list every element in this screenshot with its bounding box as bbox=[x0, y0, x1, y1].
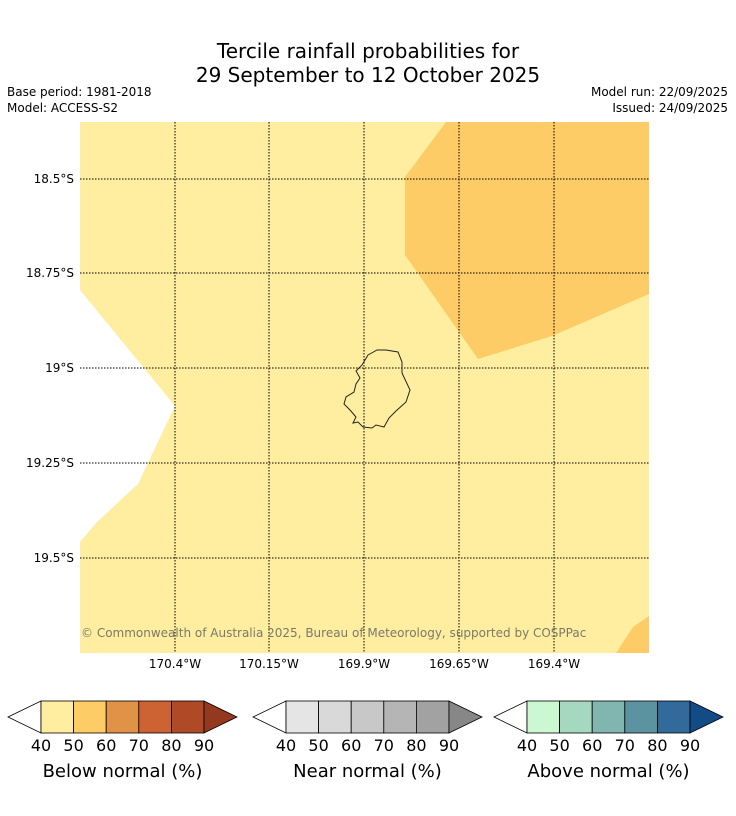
colorbar-swatch bbox=[415, 700, 450, 734]
lon-label: 169.65°W bbox=[429, 657, 489, 671]
colorbar-swatch bbox=[559, 700, 593, 734]
colorbar-tick-label: 70 bbox=[614, 736, 635, 755]
lon-label: 169.4°W bbox=[527, 657, 581, 671]
colorbar-low-arrow bbox=[493, 700, 528, 734]
model-run-text: Model run: 22/09/2025 bbox=[590, 85, 728, 99]
colorbar-tick-label: 50 bbox=[549, 736, 570, 755]
colorbar-tick-label: 90 bbox=[679, 736, 701, 755]
colorbar-tick-label: 50 bbox=[63, 736, 84, 755]
near-normal-colorbar-label: Near normal (%) bbox=[293, 761, 442, 782]
colorbar-tick-label: 40 bbox=[30, 736, 52, 755]
colorbar-high-arrow bbox=[203, 700, 238, 734]
chart-title-line2: 29 September to 12 October 2025 bbox=[195, 63, 541, 87]
issued-text: Issued: 24/09/2025 bbox=[612, 101, 728, 115]
lat-label: 18.75°S bbox=[26, 266, 74, 280]
colorbar-swatch bbox=[656, 700, 691, 734]
colorbar-tick-label: 60 bbox=[582, 736, 603, 755]
colorbar-tick-label: 80 bbox=[161, 736, 182, 755]
near-normal-colorbar bbox=[252, 700, 483, 734]
colorbar-swatch bbox=[350, 700, 385, 734]
below-normal-50-60-region bbox=[405, 122, 649, 359]
base-period-text: Base period: 1981-2018 bbox=[7, 85, 152, 99]
graticule bbox=[80, 122, 649, 653]
colorbar-high-arrow bbox=[448, 700, 483, 734]
above-normal-colorbar bbox=[493, 700, 724, 734]
lat-label: 18.5°S bbox=[33, 172, 74, 186]
no-signal-region bbox=[80, 290, 175, 542]
colorbar-tick-label: 60 bbox=[96, 736, 117, 755]
colorbar-swatch bbox=[285, 700, 319, 734]
lat-label: 19.25°S bbox=[26, 456, 74, 470]
colorbar-swatch bbox=[318, 700, 352, 734]
colorbar-swatch bbox=[170, 700, 205, 734]
colorbar-tick-label: 80 bbox=[647, 736, 668, 755]
colorbar-swatch bbox=[105, 700, 140, 734]
copyright-text: © Commonwealth of Australia 2025, Bureau… bbox=[81, 626, 587, 640]
below-normal-colorbar-label: Below normal (%) bbox=[42, 761, 203, 782]
colorbar-tick-label: 40 bbox=[275, 736, 297, 755]
above-normal-colorbar-label: Above normal (%) bbox=[527, 761, 690, 782]
map-panel[interactable] bbox=[80, 122, 649, 653]
lat-label: 19.5°S bbox=[33, 551, 74, 565]
colorbar-swatch bbox=[138, 700, 172, 734]
lat-label: 19°S bbox=[45, 361, 74, 375]
colorbar-high-arrow bbox=[689, 700, 724, 734]
below-normal-colorbar bbox=[7, 700, 238, 734]
colorbar-swatch bbox=[526, 700, 560, 734]
lon-label: 170.15°W bbox=[239, 657, 299, 671]
colorbar-swatch bbox=[624, 700, 658, 734]
colorbar-tick-label: 90 bbox=[193, 736, 215, 755]
map-svg bbox=[80, 122, 649, 653]
colorbar-tick-label: 40 bbox=[516, 736, 538, 755]
island-outline bbox=[343, 349, 411, 429]
model-text: Model: ACCESS-S2 bbox=[7, 101, 119, 115]
colorbar-swatch bbox=[591, 700, 626, 734]
colorbar-swatch bbox=[40, 700, 74, 734]
colorbar-swatch bbox=[383, 700, 417, 734]
colorbar-tick-label: 90 bbox=[438, 736, 460, 755]
colorbar-tick-label: 70 bbox=[373, 736, 394, 755]
colorbar-low-arrow bbox=[7, 700, 42, 734]
lon-label: 170.4°W bbox=[148, 657, 202, 671]
colorbar-tick-label: 70 bbox=[128, 736, 149, 755]
colorbar-swatch bbox=[73, 700, 107, 734]
chart-title-line1: Tercile rainfall probabilities for bbox=[216, 39, 520, 63]
below-normal-50-60-corner-region bbox=[616, 616, 649, 653]
colorbar-tick-label: 50 bbox=[308, 736, 329, 755]
colorbar-tick-label: 80 bbox=[406, 736, 427, 755]
colorbar-tick-label: 60 bbox=[341, 736, 362, 755]
colorbar-low-arrow bbox=[252, 700, 287, 734]
lon-label: 169.9°W bbox=[337, 657, 391, 671]
